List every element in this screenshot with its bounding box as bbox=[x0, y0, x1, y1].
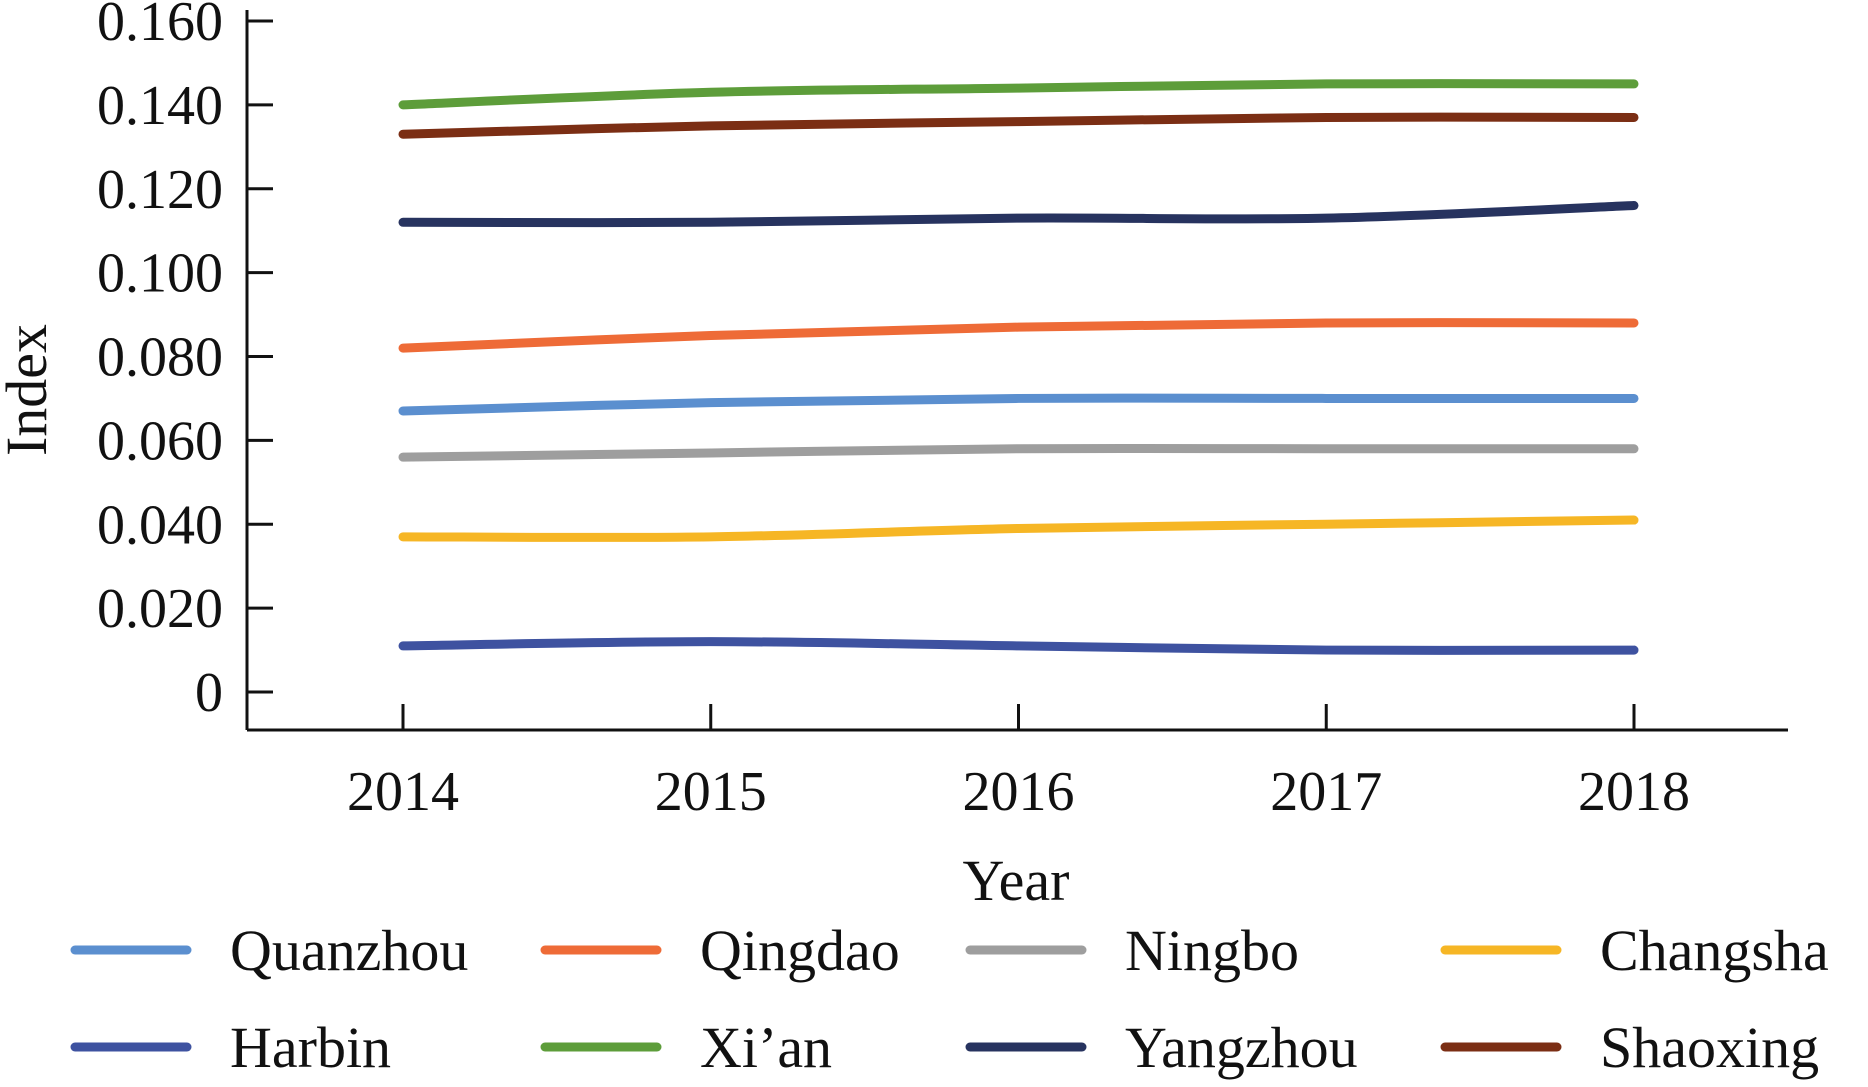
y-tick-label: 0.120 bbox=[97, 159, 223, 221]
x-tick-label: 2015 bbox=[655, 761, 767, 823]
legend-label: Harbin bbox=[230, 1015, 391, 1080]
legend-label: Xi’an bbox=[700, 1015, 832, 1080]
y-tick-label: 0.020 bbox=[97, 578, 223, 640]
y-tick-label: 0.040 bbox=[97, 494, 223, 556]
series-line bbox=[398, 201, 1639, 228]
x-tick-label: 2018 bbox=[1578, 761, 1690, 823]
series-line bbox=[398, 393, 1639, 416]
legend-label: Ningbo bbox=[1125, 918, 1299, 983]
legend-item: Qingdao bbox=[540, 918, 900, 983]
legend-label: Qingdao bbox=[700, 918, 900, 983]
legend-item: Harbin bbox=[70, 1015, 391, 1080]
series-layer bbox=[398, 79, 1639, 655]
legend-item: Quanzhou bbox=[70, 918, 468, 983]
x-tick-label: 2017 bbox=[1270, 761, 1382, 823]
legend-label: Quanzhou bbox=[230, 918, 468, 983]
x-tick-label: 2014 bbox=[347, 761, 459, 823]
y-tick-label: 0 bbox=[195, 662, 223, 724]
legend-item: Ningbo bbox=[965, 918, 1299, 983]
legend-item: Yangzhou bbox=[965, 1015, 1358, 1080]
y-tick-label: 0.060 bbox=[97, 410, 223, 472]
y-tick-label: 0.140 bbox=[97, 75, 223, 137]
y-tick-label: 0.160 bbox=[97, 0, 223, 53]
legend: Quanzhou Qingdao Ningbo Changsha Harbin Xi’an… bbox=[70, 918, 1829, 1080]
legend-item: Xi’an bbox=[540, 1015, 832, 1080]
legend-label: Yangzhou bbox=[1125, 1015, 1358, 1080]
y-tick-label: 0.080 bbox=[97, 327, 223, 389]
x-tick-label: 2016 bbox=[963, 761, 1075, 823]
series-line bbox=[398, 637, 1639, 655]
series-line bbox=[398, 443, 1639, 462]
series-line bbox=[398, 318, 1639, 353]
series-line bbox=[398, 515, 1639, 542]
legend-item: Changsha bbox=[1440, 918, 1829, 983]
axes-layer: 0 0.020 0.040 0.060 0.080 0.100 0.120 0.140 0.16… bbox=[97, 0, 1788, 823]
x-axis-title: Year bbox=[963, 848, 1070, 913]
series-line bbox=[398, 112, 1639, 139]
y-axis-title: Index bbox=[0, 324, 59, 456]
legend-label: Changsha bbox=[1600, 918, 1829, 983]
y-tick-label: 0.100 bbox=[97, 243, 223, 305]
legend-item: Shaoxing bbox=[1440, 1015, 1819, 1080]
legend-label: Shaoxing bbox=[1600, 1015, 1819, 1080]
series-line bbox=[398, 79, 1639, 110]
